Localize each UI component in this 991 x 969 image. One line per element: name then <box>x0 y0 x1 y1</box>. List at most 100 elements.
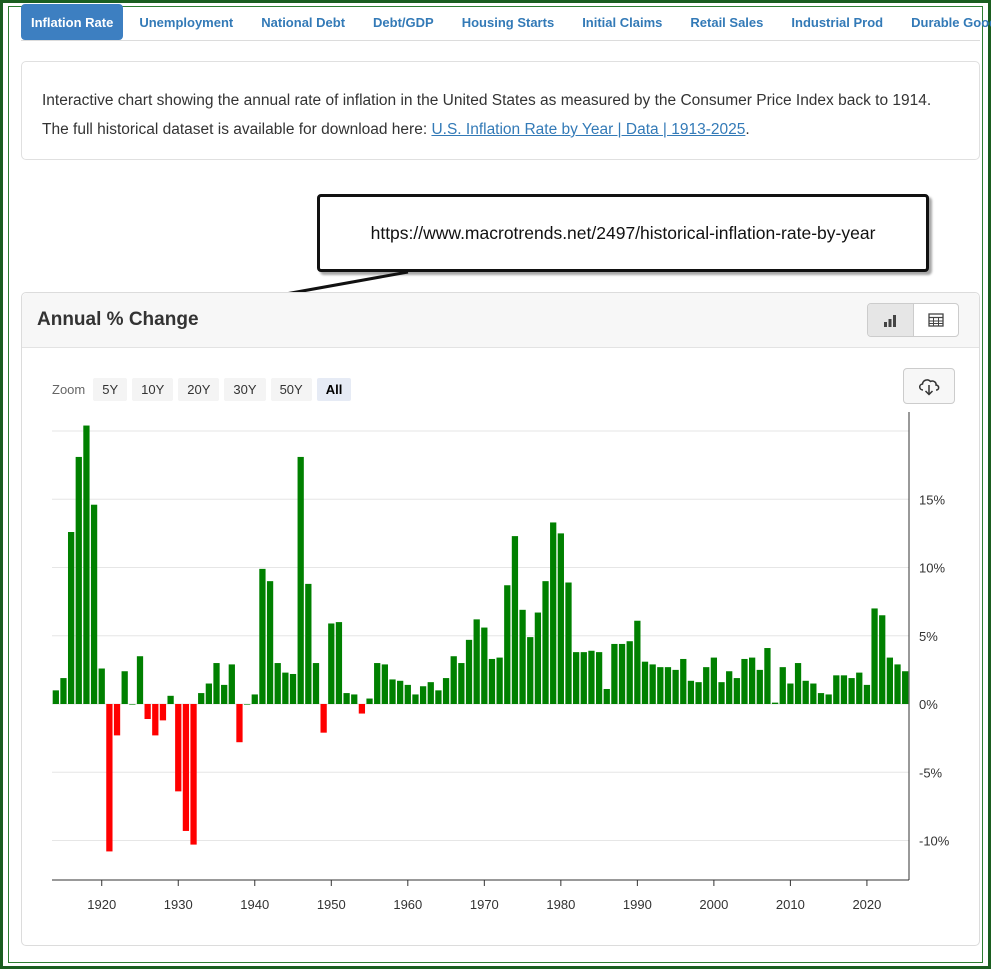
bar-1978 <box>542 581 549 704</box>
frame-inner-border <box>8 6 983 963</box>
view-toggle <box>867 303 959 337</box>
bar-1974 <box>511 536 519 705</box>
zoom-30y-button[interactable]: 30Y <box>224 378 266 401</box>
bar-1967 <box>458 663 465 704</box>
x-tick-label: 2000 <box>699 897 728 912</box>
tab-debt-gdp[interactable]: Debt/GDP <box>373 14 434 30</box>
bar-1924 <box>129 704 136 705</box>
bar-1932 <box>190 704 197 845</box>
bar-1954 <box>358 704 366 714</box>
tab-unemployment[interactable]: Unemployment <box>139 14 234 30</box>
zoom-50y-button[interactable]: 50Y <box>270 378 312 401</box>
bar-1962 <box>419 686 427 704</box>
bar-1943 <box>274 663 281 704</box>
bar-1995 <box>672 669 679 705</box>
bar-1989 <box>626 641 633 704</box>
bar-1945 <box>289 673 297 704</box>
bar-1952 <box>343 693 350 704</box>
bar-1929 <box>167 695 174 704</box>
dataset-download-link[interactable]: U.S. Inflation Rate by Year | Data | 191… <box>431 121 746 138</box>
tab-industrial-prod[interactable]: Industrial Prod <box>791 14 884 30</box>
bar-1915 <box>60 678 67 704</box>
bar-1988 <box>618 643 626 704</box>
bar-2008 <box>771 702 779 704</box>
description-box: Interactive chart showing the annual rat… <box>21 61 980 160</box>
table-view-button[interactable] <box>914 304 959 336</box>
x-tick-label: 1960 <box>393 897 422 912</box>
bar-1941 <box>259 568 266 705</box>
tab-inflation-rate[interactable]: Inflation Rate <box>21 4 124 40</box>
cloud-download-icon <box>919 379 940 396</box>
bar-1958 <box>389 679 396 704</box>
bar-chart-icon <box>884 315 897 327</box>
x-tick-label: 1920 <box>87 897 116 912</box>
bar-1925 <box>136 656 144 704</box>
x-tick-label: 2020 <box>852 897 881 912</box>
bar-1928 <box>159 704 167 721</box>
bar-1951 <box>335 622 343 704</box>
bar-1946 <box>297 456 304 704</box>
bar-1992 <box>649 664 656 704</box>
bar-1918 <box>83 425 90 704</box>
bar-2006 <box>756 669 763 705</box>
bar-1991 <box>641 661 649 704</box>
bar-1960 <box>404 684 411 704</box>
bar-1998 <box>695 682 702 704</box>
bar-2013 <box>810 683 817 704</box>
y-tick-label: 15% <box>919 492 945 507</box>
y-tick-label: -5% <box>919 765 943 780</box>
bar-1969 <box>473 619 480 704</box>
bar-1949 <box>320 704 327 733</box>
bar-1985 <box>595 652 603 704</box>
tab-retail-sales[interactable]: Retail Sales <box>690 14 764 30</box>
table-icon <box>928 313 944 327</box>
zoom-all-button[interactable]: All <box>316 378 352 401</box>
bar-1979 <box>550 522 557 704</box>
bar-1930 <box>175 704 182 792</box>
bar-1917 <box>75 456 82 704</box>
bar-1914 <box>52 690 59 704</box>
indicator-tabs: Inflation Rate Unemployment National Debt D… <box>21 4 991 41</box>
bar-1997 <box>687 680 695 704</box>
bar-1975 <box>519 609 526 705</box>
description-line-2-suffix: . <box>745 121 750 138</box>
download-button[interactable] <box>903 368 955 404</box>
bar-1968 <box>465 639 473 705</box>
bar-1939 <box>243 704 251 705</box>
bar-2016 <box>833 675 840 705</box>
tab-national-debt[interactable]: National Debt <box>261 14 346 30</box>
bar-1936 <box>221 684 228 704</box>
bar-1931 <box>182 704 190 831</box>
chart-panel-header: Annual % Change <box>22 293 979 348</box>
bar-1972 <box>496 657 503 704</box>
bar-1955 <box>366 698 373 704</box>
bar-2021 <box>871 608 878 704</box>
description-line-1: Interactive chart showing the annual rat… <box>42 92 932 109</box>
bar-1934 <box>205 683 212 704</box>
bar-1983 <box>580 652 587 704</box>
tab-durable-goods[interactable]: Durable Goods <box>911 14 991 30</box>
zoom-5y-button[interactable]: 5Y <box>93 378 128 401</box>
tab-initial-claims[interactable]: Initial Claims <box>582 14 663 30</box>
y-tick-label: -10% <box>919 834 950 849</box>
zoom-10y-button[interactable]: 10Y <box>132 378 174 401</box>
bar-2023 <box>886 657 893 704</box>
bar-1986 <box>603 688 610 705</box>
bar-1961 <box>412 694 419 704</box>
bar-1950 <box>328 623 335 705</box>
y-tick-label: 5% <box>919 629 938 644</box>
bar-1923 <box>121 671 128 704</box>
zoom-20y-button[interactable]: 20Y <box>178 378 220 401</box>
bar-2004 <box>741 658 748 705</box>
tab-housing-starts[interactable]: Housing Starts <box>461 14 555 30</box>
bar-1957 <box>381 664 388 704</box>
bar-1994 <box>664 667 672 704</box>
bar-2001 <box>718 682 725 704</box>
bar-chart-view-button[interactable] <box>868 304 914 336</box>
bar-2005 <box>749 657 756 704</box>
bar-2011 <box>794 663 802 704</box>
bar-2018 <box>848 678 855 704</box>
bar-1990 <box>634 620 641 705</box>
bar-1980 <box>557 533 564 705</box>
